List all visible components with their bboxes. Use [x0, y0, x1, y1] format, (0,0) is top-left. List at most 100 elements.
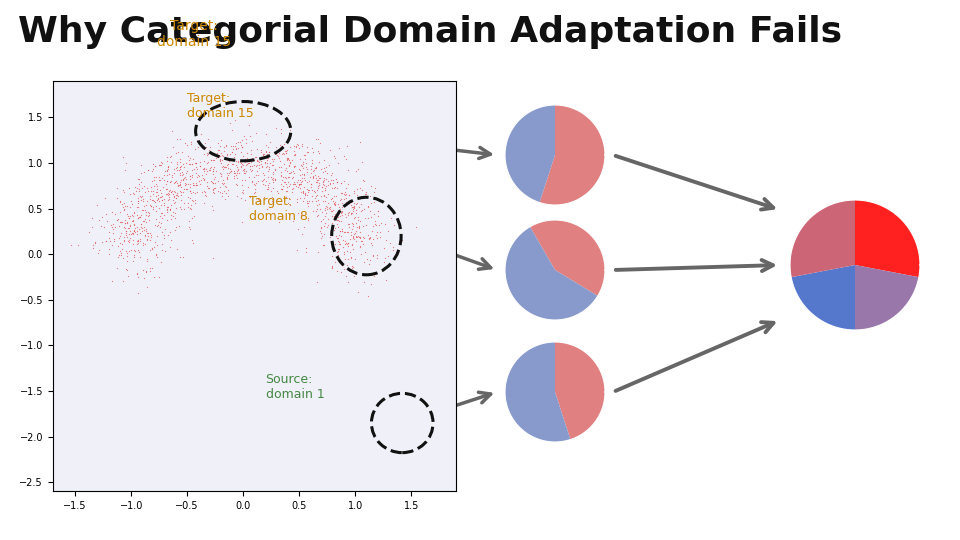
Point — [166, 349, 181, 358]
Point — [349, 336, 365, 345]
Point — [105, 277, 120, 286]
Point — [219, 163, 234, 172]
Point — [199, 164, 214, 173]
Point — [121, 213, 136, 222]
Polygon shape — [505, 105, 555, 202]
Point — [371, 211, 386, 220]
Point — [291, 141, 306, 150]
Point — [113, 311, 129, 320]
Point — [242, 395, 257, 403]
Point — [131, 202, 146, 211]
Point — [142, 364, 157, 373]
Point — [309, 363, 324, 372]
Point — [186, 367, 202, 376]
Point — [280, 337, 296, 346]
Point — [227, 377, 242, 386]
Point — [323, 179, 338, 187]
Point — [109, 215, 125, 224]
Point — [141, 355, 156, 363]
Point — [136, 202, 152, 211]
Point — [136, 217, 152, 225]
Point — [306, 317, 322, 326]
Point — [234, 106, 250, 114]
Point — [89, 201, 105, 210]
Point — [295, 170, 310, 179]
Point — [337, 247, 352, 256]
Point — [367, 210, 382, 218]
Point — [216, 176, 231, 184]
Point — [154, 294, 169, 302]
Point — [157, 354, 173, 363]
Point — [259, 185, 275, 194]
Point — [224, 141, 239, 150]
Point — [185, 353, 201, 362]
Point — [277, 384, 293, 393]
Point — [138, 225, 154, 233]
Point — [341, 180, 356, 188]
Point — [124, 337, 139, 346]
Point — [320, 222, 335, 231]
Point — [305, 174, 321, 183]
Point — [127, 295, 142, 304]
Point — [163, 200, 179, 209]
Point — [196, 175, 211, 184]
Point — [203, 156, 218, 164]
Point — [210, 146, 226, 154]
Point — [208, 166, 224, 175]
Point — [324, 212, 340, 220]
Point — [216, 143, 231, 152]
Point — [168, 198, 183, 206]
Point — [265, 370, 280, 379]
Point — [296, 357, 311, 366]
Point — [92, 343, 108, 352]
Point — [230, 138, 246, 146]
Point — [253, 177, 269, 185]
Point — [245, 415, 260, 423]
Point — [109, 193, 125, 202]
Point — [272, 389, 287, 397]
Point — [234, 181, 250, 190]
Point — [348, 323, 363, 332]
Point — [97, 193, 112, 202]
Point — [220, 370, 235, 379]
Point — [308, 352, 324, 361]
Point — [123, 356, 138, 364]
Point — [315, 368, 330, 377]
Point — [367, 307, 382, 316]
Point — [132, 236, 148, 245]
Point — [331, 245, 347, 253]
Point — [329, 357, 345, 366]
Point — [132, 323, 148, 332]
Point — [270, 378, 285, 387]
Point — [211, 386, 227, 394]
Point — [277, 395, 293, 404]
Point — [330, 360, 346, 369]
Point — [334, 199, 349, 207]
Point — [161, 350, 177, 359]
Point — [368, 220, 383, 229]
Point — [340, 246, 355, 255]
Point — [243, 405, 258, 414]
Point — [303, 359, 319, 368]
Point — [263, 380, 278, 388]
Point — [336, 266, 351, 274]
Point — [154, 227, 169, 236]
Point — [220, 338, 235, 347]
Point — [173, 183, 188, 191]
Point — [254, 161, 270, 170]
Point — [275, 367, 290, 375]
Point — [193, 396, 208, 404]
Point — [188, 169, 204, 178]
Point — [269, 143, 284, 151]
Point — [165, 212, 180, 220]
Point — [365, 241, 380, 250]
Point — [329, 303, 345, 312]
Point — [377, 254, 393, 262]
Point — [189, 341, 204, 350]
Point — [387, 221, 402, 230]
Point — [191, 346, 206, 354]
Point — [307, 194, 323, 202]
Polygon shape — [505, 342, 570, 442]
Point — [183, 366, 199, 375]
Point — [229, 380, 245, 388]
